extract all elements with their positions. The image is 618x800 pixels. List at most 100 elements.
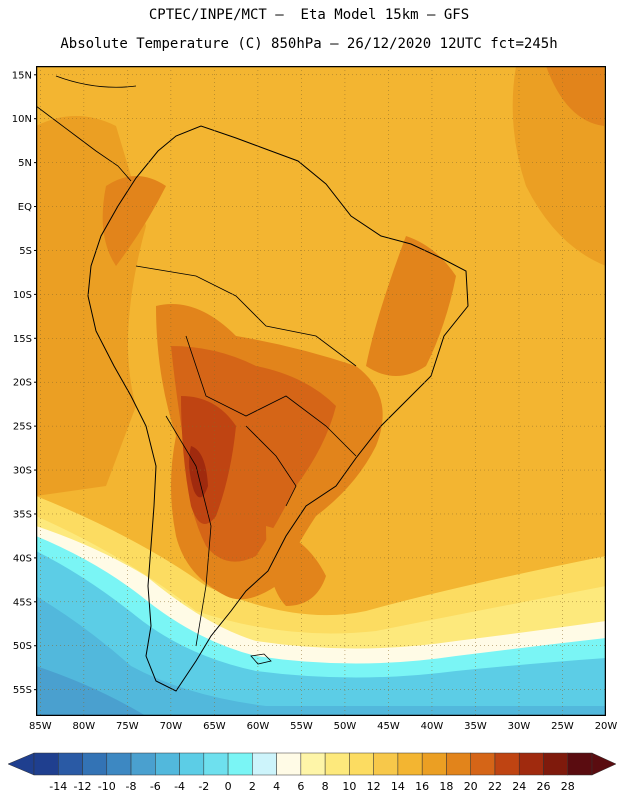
colorbar-boxes bbox=[7, 752, 617, 776]
colorbar-box bbox=[58, 752, 83, 776]
border-line-1 bbox=[135, 265, 357, 367]
lat-label: EQ bbox=[18, 202, 32, 213]
colorbar-box bbox=[567, 752, 593, 776]
colorbar-label: -14 bbox=[49, 780, 67, 793]
colorbar-box bbox=[300, 752, 326, 776]
colorbar-box bbox=[106, 752, 132, 776]
colorbar-label: -2 bbox=[198, 780, 209, 793]
colorbar-label: 14 bbox=[391, 780, 405, 793]
colorbar-label: -8 bbox=[126, 780, 137, 793]
cold-band-4 bbox=[36, 666, 146, 716]
lon-label: 40W bbox=[421, 721, 444, 732]
lat-label: 45S bbox=[13, 597, 32, 608]
colorbar-box bbox=[33, 752, 59, 776]
colorbar-box bbox=[543, 752, 568, 776]
colorbar-box bbox=[179, 752, 205, 776]
lat-label: 20S bbox=[13, 378, 32, 389]
colorbar-label: 20 bbox=[464, 780, 478, 793]
title-line-2: Absolute Temperature (C) 850hPa – 26/12/… bbox=[60, 36, 558, 52]
caribbean-outline bbox=[55, 75, 137, 88]
title-line-1: CPTEC/INPE/MCT – Eta Model 15km – GFS bbox=[148, 7, 470, 23]
colorbar-label: 0 bbox=[225, 780, 232, 793]
colorbar-box bbox=[349, 752, 374, 776]
border-line-3 bbox=[165, 415, 212, 647]
colorbar-label: 4 bbox=[273, 780, 280, 793]
colorbar-label: -6 bbox=[150, 780, 161, 793]
colorbar-label: 16 bbox=[415, 780, 429, 793]
border-line-2 bbox=[185, 335, 357, 457]
colorbar-label: -4 bbox=[174, 780, 185, 793]
colorbar-box bbox=[470, 752, 496, 776]
colorbar-box bbox=[82, 752, 108, 776]
colorbar-label: 12 bbox=[367, 780, 381, 793]
colorbar-box bbox=[324, 752, 350, 776]
latitude-labels: 15N 10N 5N EQ 5S 10S 15S 20S 25S 30S 35S 40S 45S 50S 5… bbox=[12, 70, 36, 696]
warm-ne-brazil bbox=[366, 236, 456, 376]
colorbar-box bbox=[373, 752, 399, 776]
lon-label: 85W bbox=[29, 721, 52, 732]
lon-label: 30W bbox=[508, 721, 531, 732]
longitude-labels: 85W 80W 75W 70W 65W 60W 55W 50W 45W 40W 35W 30W 25W 2… bbox=[29, 721, 617, 732]
map-axes: 15N 10N 5N EQ 5S 10S 15S 20S 25S 30S 35S 40S 45S 50S 5… bbox=[12, 70, 618, 732]
colorbar-arrow-right bbox=[591, 752, 617, 776]
colorbar-label: 24 bbox=[512, 780, 526, 793]
lat-label: 5N bbox=[18, 158, 32, 169]
lat-label: 15S bbox=[13, 334, 32, 345]
lon-label: 75W bbox=[116, 721, 139, 732]
lat-label: 5S bbox=[19, 246, 32, 257]
warm-andes-north bbox=[102, 176, 166, 266]
colorbar-labels: -14 -12 -10 -8 -6 -4 -2 0 2 4 6 8 10 12 14 16 18 20 22 24 26… bbox=[49, 780, 574, 793]
colorbar-box bbox=[130, 752, 156, 776]
map-border bbox=[36, 66, 606, 716]
border-line-4 bbox=[245, 425, 297, 507]
lat-label: 15N bbox=[12, 70, 32, 81]
lat-label: 35S bbox=[13, 509, 32, 520]
colorbar-label: 18 bbox=[439, 780, 453, 793]
colorbar-label: 10 bbox=[342, 780, 356, 793]
lon-label: 50W bbox=[334, 721, 357, 732]
lat-label: 40S bbox=[13, 553, 32, 564]
hottest-core bbox=[189, 446, 208, 498]
colorbar-arrow-left bbox=[7, 752, 35, 776]
colorbar-box bbox=[518, 752, 544, 776]
lat-lon-grid bbox=[36, 66, 606, 716]
colorbar-box bbox=[446, 752, 471, 776]
colorbar-label: 6 bbox=[297, 780, 304, 793]
lat-label: 10N bbox=[12, 114, 32, 125]
lon-label: 60W bbox=[247, 721, 270, 732]
lat-label: 10S bbox=[13, 290, 32, 301]
colorbar-box bbox=[252, 752, 277, 776]
lon-label: 70W bbox=[160, 721, 183, 732]
lat-label: 50S bbox=[13, 641, 32, 652]
colorbar-label: 26 bbox=[536, 780, 550, 793]
lon-label: 65W bbox=[203, 721, 226, 732]
colorbar-box bbox=[276, 752, 302, 776]
temperature-map bbox=[36, 66, 606, 716]
colorbar-box bbox=[397, 752, 423, 776]
lat-label: 30S bbox=[13, 466, 32, 477]
colorbar-box bbox=[421, 752, 447, 776]
colorbar-box bbox=[203, 752, 229, 776]
colorbar-box bbox=[155, 752, 180, 776]
falklands-outline bbox=[250, 653, 272, 665]
colorbar-box bbox=[494, 752, 520, 776]
colorbar-label: 8 bbox=[322, 780, 329, 793]
colorbar-label: -10 bbox=[98, 780, 116, 793]
colorbar-label: -12 bbox=[74, 780, 92, 793]
colorbar-label: 28 bbox=[561, 780, 575, 793]
lat-label: 25S bbox=[13, 422, 32, 433]
continent-outline bbox=[87, 125, 469, 692]
lon-label: 45W bbox=[377, 721, 400, 732]
lon-label: 80W bbox=[73, 721, 96, 732]
lon-label: 25W bbox=[551, 721, 574, 732]
lon-label: 35W bbox=[464, 721, 487, 732]
colorbar: -14 -12 -10 -8 -6 -4 -2 0 2 4 6 8 10 12 14 16 18 20 22 24 26… bbox=[7, 752, 617, 793]
cold-band-2 bbox=[36, 551, 606, 716]
lon-label: 20W bbox=[595, 721, 618, 732]
colorbar-box bbox=[227, 752, 253, 776]
warm-ocean-ne-core bbox=[546, 66, 604, 126]
lat-label: 55S bbox=[13, 685, 32, 696]
colorbar-label: 2 bbox=[249, 780, 256, 793]
lon-label: 55W bbox=[290, 721, 313, 732]
colorbar-label: 22 bbox=[488, 780, 502, 793]
